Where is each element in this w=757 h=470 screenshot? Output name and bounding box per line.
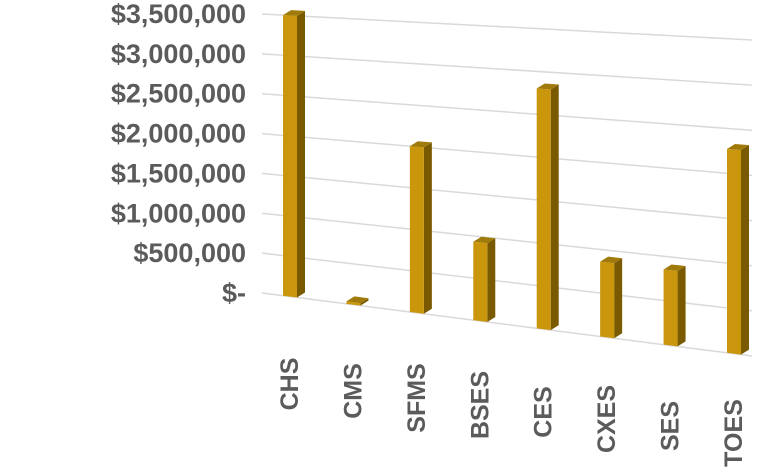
bar-front-face [663,269,678,347]
bar-top-face [473,236,496,244]
bar-bses [473,236,496,322]
x-category-label: CHS [276,358,304,411]
bar-top-face [346,296,369,304]
bar-cms [346,296,369,306]
bar-top-face [536,83,559,90]
bars [283,10,749,355]
bar-sfms [409,141,432,314]
x-category-label: CMS [339,363,367,419]
bar-top-face [727,144,749,151]
bar-side-face [677,266,686,347]
bar-cxes [600,256,623,339]
gridline-7 [261,13,753,41]
x-category-label: CES [530,386,558,437]
y-tick-label: $2,000,000 [111,119,246,149]
bar-front-face [409,146,424,314]
bar-side-face [297,10,305,298]
bar-side-face [487,238,496,322]
bar-side-face [614,258,623,339]
bar-toes [727,144,749,355]
gridline-5 [261,92,753,132]
y-tick-label: $1,500,000 [111,158,246,188]
bar-chs [283,10,305,298]
gridline-0 [261,292,753,357]
bar-front-face [283,15,297,298]
bar-front-face [600,261,615,339]
y-tick-label: $- [222,278,246,308]
x-category-label: BSES [466,371,494,439]
x-axis-category-labels: CHS CMS SFMS BSES CES CXES SES TOES [276,358,748,467]
x-category-label: SES [657,401,685,451]
gridline-6 [261,53,753,86]
bar-front-face [473,241,488,322]
y-tick-label: $500,000 [133,238,246,268]
gridlines [261,13,753,357]
bar-front-face [727,149,741,355]
y-tick-label: $1,000,000 [111,198,246,228]
y-axis-tick-labels: $- $500,000 $1,000,000 $1,500,000 $2,000,000… [111,0,246,308]
bar-top-face [663,264,686,272]
gridline-2 [261,212,753,267]
bar-top-face [409,141,432,148]
x-category-label: CXES [593,385,621,453]
bar-side-face [423,142,432,314]
y-tick-label: $3,500,000 [111,0,246,29]
bar-ses [663,264,686,347]
y-tick-label: $3,000,000 [111,39,246,69]
bar-top-face [283,10,305,16]
y-tick-label: $2,500,000 [111,79,246,109]
bar-ces [536,83,559,331]
x-category-label: SFMS [403,363,431,432]
x-category-label: TOES [720,399,748,467]
gridline-3 [261,172,753,222]
bar-front-face [346,301,361,306]
bar-side-face [360,298,369,306]
bar-side-face [741,145,749,355]
bar-side-face [550,84,559,331]
gridline-4 [261,132,753,177]
bar-front-face [536,88,551,331]
bar-top-face [600,256,623,264]
